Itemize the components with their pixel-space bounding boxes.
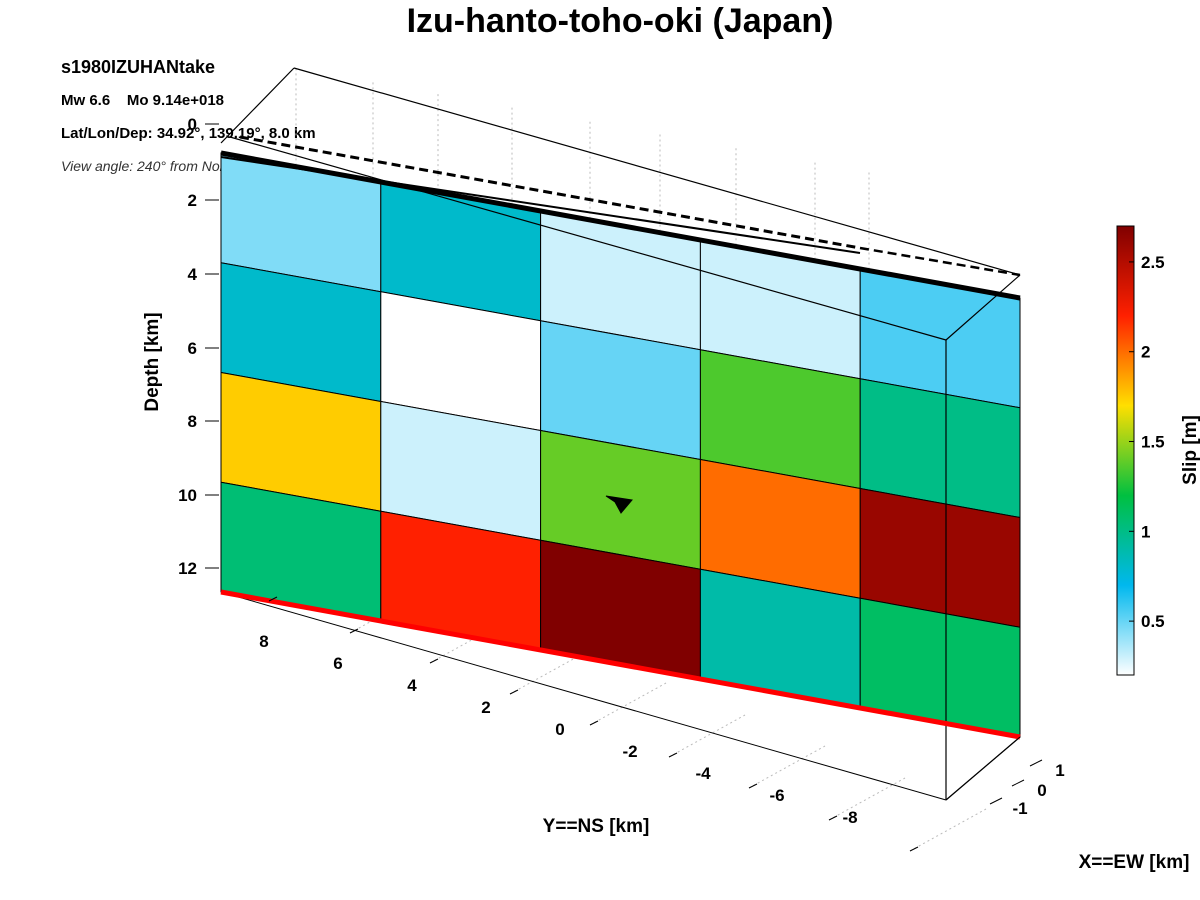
colorbar-tick-label-0.5: 0.5 xyxy=(1141,612,1165,631)
fault-box xyxy=(220,67,1021,801)
floor-grid-4 xyxy=(589,682,667,726)
colorbar-tick-label-1.5: 1.5 xyxy=(1141,433,1165,452)
depth-tick-label-6: 6 xyxy=(188,339,197,358)
floor-grid-7 xyxy=(828,777,906,821)
ns-tick-2 xyxy=(429,658,439,664)
box-floor-edge xyxy=(220,591,947,801)
colorbar: 0.5 1 1.5 2 2.5 xyxy=(1116,225,1165,676)
chart-title: Izu-hanto-toho-oki (Japan) xyxy=(406,2,834,40)
ns-tick-0 xyxy=(268,596,278,602)
colorbar-label: Slip [m] xyxy=(1180,415,1200,485)
ew-tick-label-1: 0 xyxy=(1037,781,1046,800)
ew-tick-0 xyxy=(1029,759,1043,767)
ns-tick-6 xyxy=(748,783,758,789)
fault-top-trace-inner xyxy=(220,156,861,254)
ns-tick-1 xyxy=(349,628,359,634)
colorbar-bar xyxy=(1116,225,1135,676)
ns-tick-label-1: 6 xyxy=(333,654,342,673)
ns-tick-7 xyxy=(828,815,838,821)
box-diagonal-top xyxy=(229,136,947,341)
depth-tick-label-8: 8 xyxy=(188,412,197,431)
ns-tick-label-7: -6 xyxy=(769,786,784,805)
ns-tick-label-2: 4 xyxy=(407,676,417,695)
ew-axis-line xyxy=(945,736,1021,801)
floor-grid-8 xyxy=(909,808,987,852)
colorbar-tick-label-1: 1 xyxy=(1141,522,1150,541)
ns-tick-label-4: 0 xyxy=(555,720,564,739)
ns-tick-label-3: 2 xyxy=(481,698,490,717)
box-right-top-edge xyxy=(945,274,1021,341)
box-left-edge xyxy=(220,67,295,144)
ns-tick-3 xyxy=(509,689,519,695)
ns-tick-8 xyxy=(909,846,919,852)
ew-axis-label: X==EW [km] xyxy=(1079,852,1190,873)
ew-tick-2 xyxy=(989,797,1003,805)
ew-tick-1 xyxy=(1011,779,1025,787)
depth-tick-label-12: 12 xyxy=(178,559,197,578)
ew-tick-label-2: -1 xyxy=(1012,799,1027,818)
depth-tick-label-4: 4 xyxy=(188,265,198,284)
fault-bottom-trace xyxy=(220,589,1021,740)
hypocenter-location: Lat/Lon/Dep: 34.92°, 139.19°, 8.0 km xyxy=(61,125,316,142)
depth-tick-label-0: 0 xyxy=(188,115,197,134)
floor-grid-5 xyxy=(668,714,746,758)
depth-tick-label-10: 10 xyxy=(178,486,197,505)
ns-tick-label-0: 8 xyxy=(259,632,268,651)
surface-projection-dashed xyxy=(239,135,861,250)
depth-tick-label-2: 2 xyxy=(188,191,197,210)
hypocenter-star-marker xyxy=(605,495,633,514)
floor-grid-6 xyxy=(748,745,826,789)
ns-axis-label: Y==NS [km] xyxy=(543,816,650,837)
ns-tick-label-8: -8 xyxy=(842,808,857,827)
colorbar-tick-label-2.5: 2.5 xyxy=(1141,253,1165,272)
ns-tick-label-6: -4 xyxy=(695,764,711,783)
box-back-top-edge xyxy=(293,67,1021,276)
ew-tick-label-0: 1 xyxy=(1055,761,1064,780)
colorbar-tick-label-2: 2 xyxy=(1141,343,1150,362)
event-id: s1980IZUHANtake xyxy=(61,57,216,77)
y-axis-label: Depth [km] xyxy=(142,312,163,411)
ns-tick-4 xyxy=(589,720,599,726)
magnitude-moment: Mw 6.6 Mo 9.14e+018 xyxy=(61,92,225,109)
ns-tick-label-5: -2 xyxy=(622,742,637,761)
ns-tick-5 xyxy=(668,752,678,758)
view-angle: View angle: 240° from North xyxy=(61,158,236,174)
